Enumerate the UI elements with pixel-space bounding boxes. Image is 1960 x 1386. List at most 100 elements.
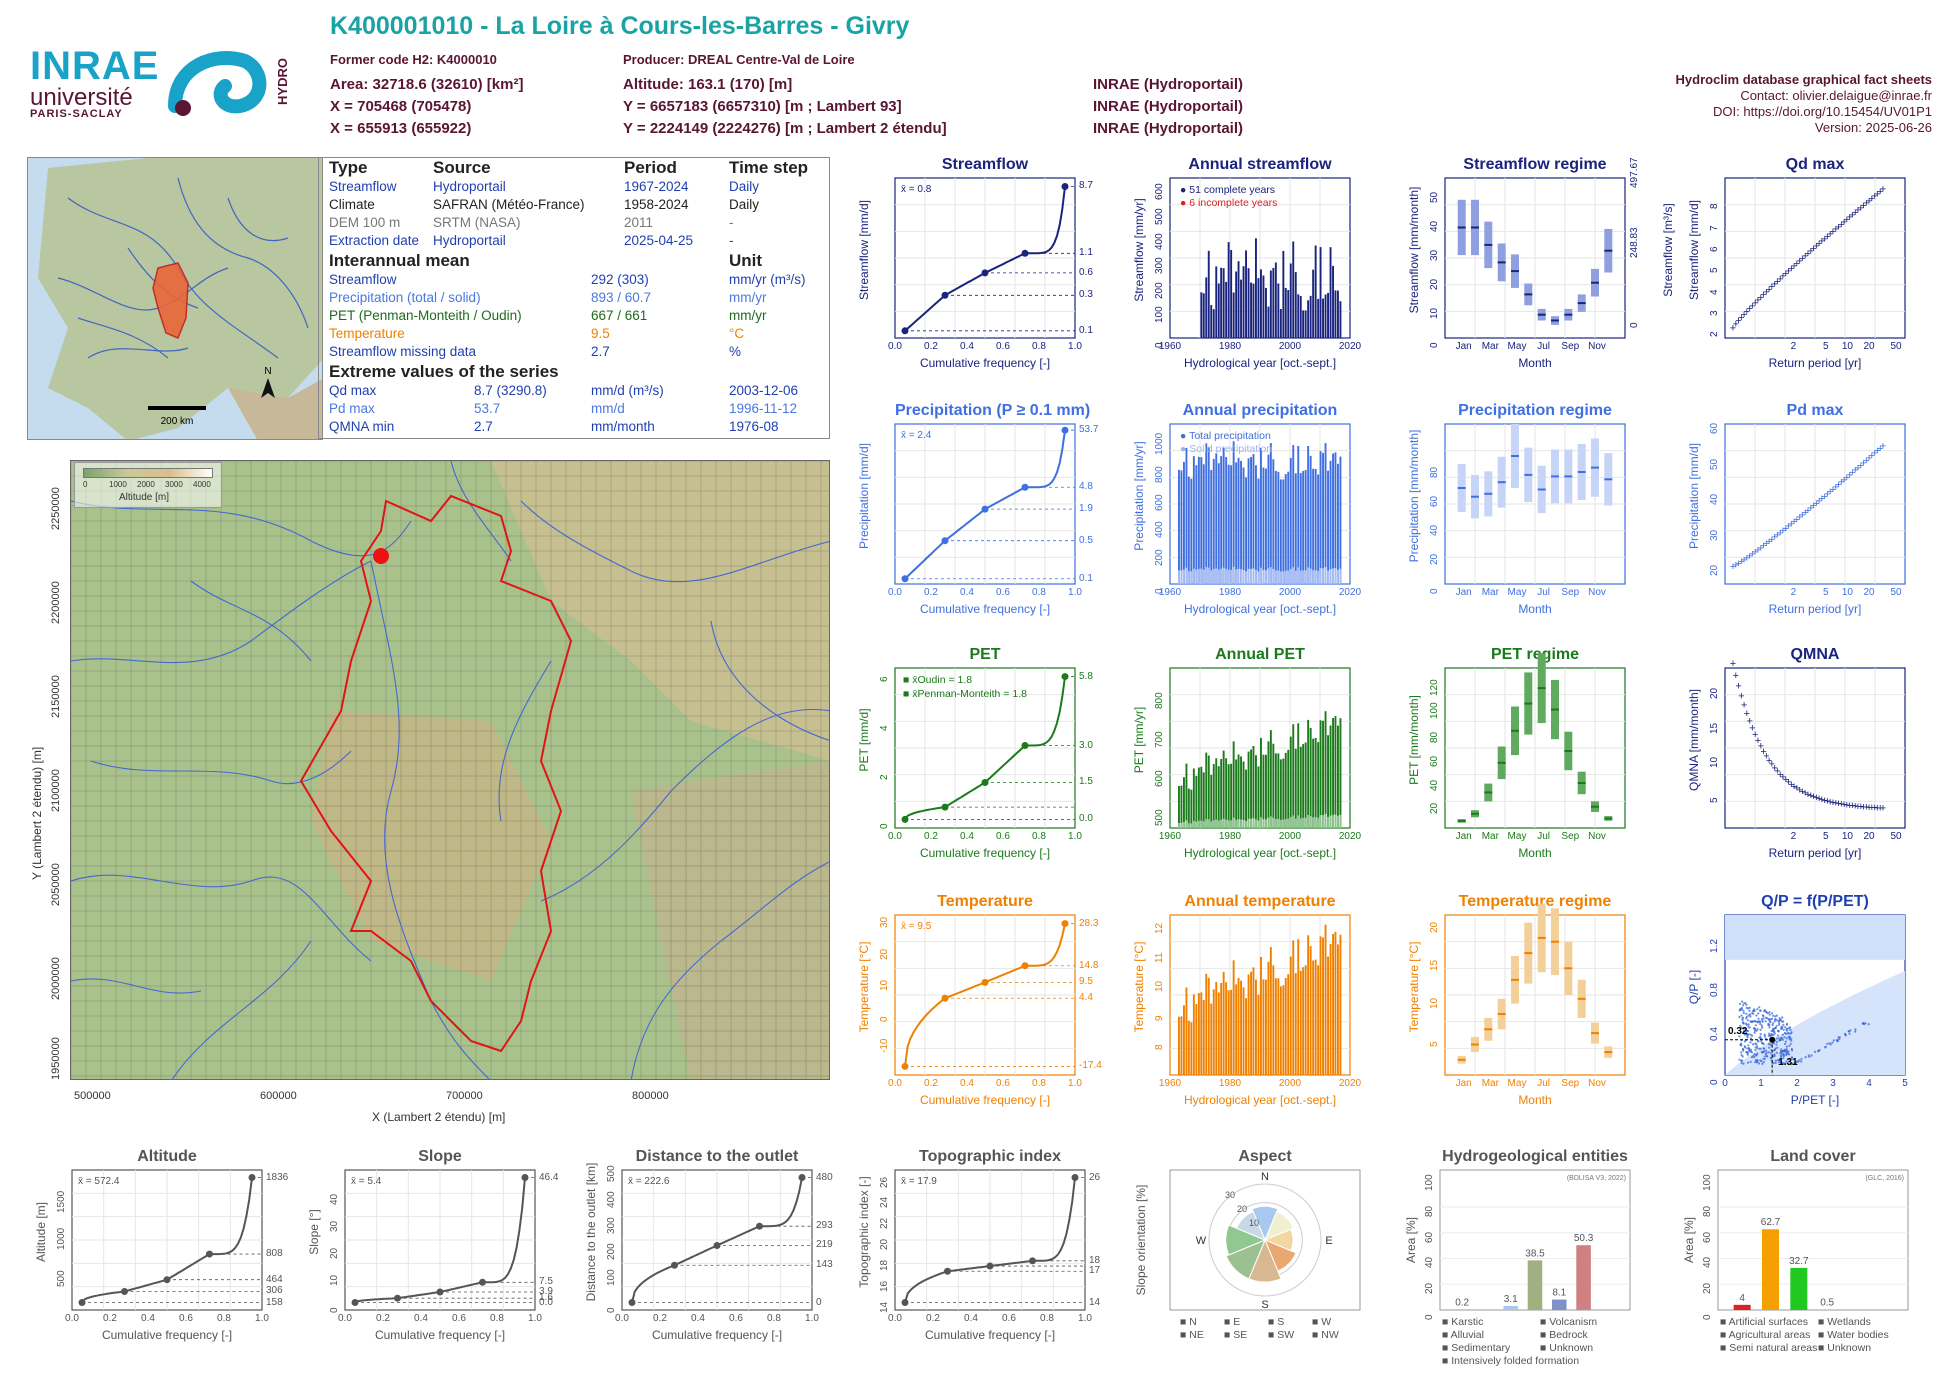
data-point: + [1752,546,1758,558]
scatter-point [1769,1056,1772,1059]
annual-bar [1187,476,1190,584]
y-tick: 60 [1709,422,1720,434]
annual-bar [1242,467,1245,584]
x-tick: 2020 [1338,1078,1362,1089]
y-axis-label: Streamflow [mm/month] [1407,186,1421,314]
map-ytick: 2050000 [50,863,62,906]
data-point: + [1833,798,1839,810]
annual-bar [1312,468,1315,584]
y-tick: 400 [1154,521,1165,539]
annual-bar [1215,453,1218,584]
solid-bar [1180,822,1183,828]
annual-bar [1279,479,1282,584]
scatter-point [1775,1024,1778,1027]
data-point: + [1852,801,1858,813]
scatter-point [1738,1009,1741,1012]
x-axis-label: Cumulative frequency [-] [919,602,1051,616]
x-tick: 1.0 [1068,1078,1082,1089]
solid-bar [1334,568,1337,584]
annual-bar [1272,743,1275,828]
right-tick: 808 [266,1248,283,1260]
energy-limit-zone [1725,915,1905,960]
solid-bar [1284,819,1287,828]
scatter-point [1743,1033,1746,1036]
annual-bar [1287,974,1290,1075]
scatter-point [1750,1048,1753,1051]
annual-bar [1309,727,1312,828]
x-tick: 0.0 [888,341,902,352]
annual-bar [1314,737,1317,828]
data-point: + [1746,716,1752,728]
scatter-point [1782,1023,1785,1026]
solid-bar [1227,569,1230,584]
panel-plot [894,667,1076,829]
legend-entry: ■ x̄Oudin = 1.8 [903,674,973,686]
data-source: (BDLISA V3, 2022) [1567,1175,1626,1182]
x-tick: May [1507,587,1527,598]
annual-bar [1332,265,1334,338]
info-row-dem: DEM 100 m SRTM (NASA) 2011 - [329,215,823,233]
x-tick: Sep [1561,341,1580,352]
map-ytick: 2200000 [50,581,62,624]
scatter-point [1837,1036,1840,1039]
bar-label: 50.3 [1574,1233,1594,1244]
bar-label: 62.7 [1761,1217,1781,1228]
annual-bar [1220,267,1223,338]
quantile-point [628,1299,636,1306]
legend-entry: ■ SW [1268,1329,1295,1341]
annual-bar [1302,967,1305,1075]
annual-bar [1247,751,1250,828]
x-axis-label: Hydrological year [oct.-sept.] [1183,356,1337,370]
annual-bar [1334,290,1337,338]
cell: 292 (303) [591,272,649,287]
right-tick: 219 [816,1239,833,1251]
scatter-point [1740,1059,1743,1062]
quantile-point [1071,1174,1079,1181]
solid-bar [1289,568,1292,584]
scatter-point [1741,1021,1744,1024]
panel-plot [621,1169,813,1311]
y-tick: 0 [879,1016,890,1023]
river [171,940,312,1079]
scatter-point [1779,1059,1783,1062]
x-tick: 2 [1790,587,1797,598]
data-point: + [1819,794,1825,806]
data-point: + [1810,243,1816,255]
x-tick: 0.4 [691,1313,705,1324]
panel-plot [894,423,1076,585]
annual-bar [1202,464,1205,584]
quantile-point [798,1174,806,1181]
cell: 1958-2024 [624,197,689,212]
y-tick: 100 [1702,1174,1713,1192]
x-tick: 1960 [1158,1078,1182,1089]
x-tick: 5 [1823,831,1829,842]
data-point: + [1824,796,1830,808]
data-point: + [1783,774,1789,786]
scatter-point [1790,1056,1793,1059]
scatter-point [1762,1061,1765,1064]
quantile-point [121,1287,128,1295]
doi-link[interactable]: DOI: https://doi.org/10.15454/UV01P1 [1713,104,1932,119]
x-tick: 5 [1823,587,1829,598]
solid-bar [1192,820,1195,828]
annual-bar [1252,746,1255,828]
x-tick: 2000 [1278,1078,1302,1089]
x-tick: 0.0 [888,587,902,598]
solid-bar [1299,570,1302,584]
data-point: + [1866,802,1872,814]
scatter-point [1746,1034,1749,1037]
data-point: + [1730,322,1736,334]
scatter-point [1767,1023,1770,1026]
solid-bar [1272,817,1275,828]
x-tick: 2000 [1278,831,1302,842]
legend-entry: ● 6 incomplete years [1180,197,1278,209]
y-tick: 0 [1702,1314,1713,1320]
map-ytick: 2150000 [50,675,62,718]
annual-bar [1309,946,1312,1075]
data-point: + [1855,801,1861,813]
y-tick: 400 [606,1191,617,1209]
quantile-point [901,575,909,583]
scatter-point [1753,1053,1756,1056]
x-tick: 20 [1863,587,1875,598]
data-point: + [1763,538,1769,550]
